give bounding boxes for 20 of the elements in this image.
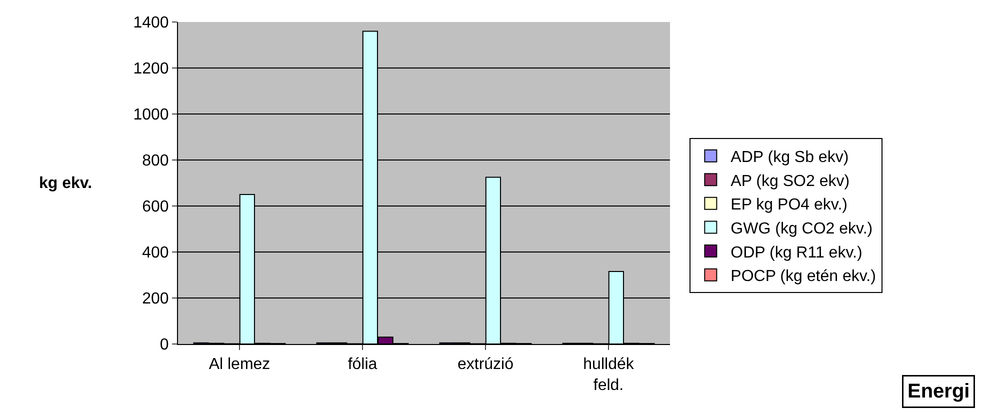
x-tick-label: fólia — [348, 356, 378, 374]
legend-label: EP kg PO4 ekv.) — [730, 196, 848, 214]
y-axis-title: kg ekv. — [39, 175, 92, 192]
x-tick-label: extrúzió — [457, 356, 514, 374]
legend-label: AP (kg SO2 ekv) — [730, 172, 850, 190]
y-tick-label: 400 — [142, 244, 169, 262]
y-tick-label: 1400 — [133, 14, 169, 32]
x-tick-label: hulldék feld. — [583, 356, 635, 394]
y-tick-label: 1200 — [133, 60, 169, 78]
y-tick-label: 600 — [142, 198, 169, 216]
legend-label: ODP (kg R11 ekv.) — [730, 244, 862, 262]
y-tick-label: 200 — [142, 290, 169, 308]
x-tick-label: Al lemez — [208, 356, 270, 374]
y-tick-label: 800 — [142, 152, 169, 170]
y-tick-label: 0 — [160, 336, 169, 354]
legend-label: POCP (kg etén ekv.) — [730, 268, 876, 286]
y-tick-label: 1000 — [133, 106, 169, 124]
legend-label: GWG (kg CO2 ekv.) — [730, 220, 873, 238]
text: Energi — [908, 380, 970, 402]
legend-label: ADP (kg Sb ekv) — [730, 149, 849, 166]
